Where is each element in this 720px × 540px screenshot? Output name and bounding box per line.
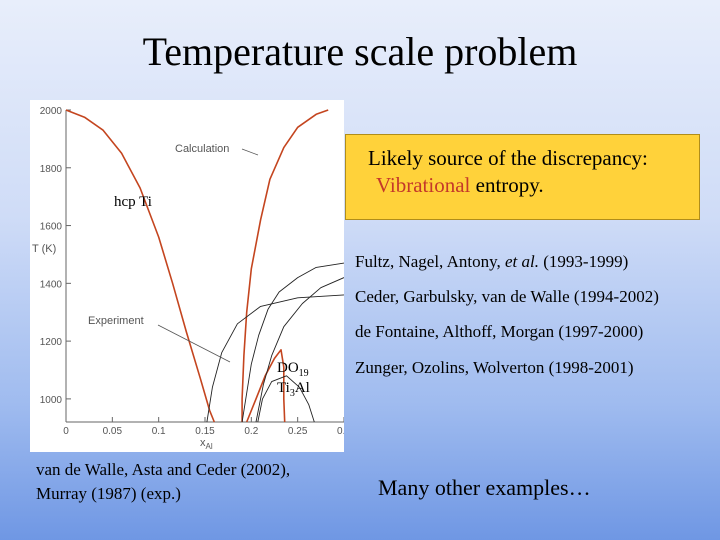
calculation-curve bbox=[245, 349, 286, 423]
x-tick-label: 0.2 bbox=[244, 426, 258, 437]
y-tick-label: 1600 bbox=[40, 222, 63, 233]
source-caption-line-2: Murray (1987) (exp.) bbox=[36, 484, 181, 503]
reference-2-years: (1994-2002) bbox=[569, 287, 659, 306]
calculation-pointer bbox=[241, 148, 259, 156]
x-axis-title-main: x bbox=[200, 437, 206, 449]
calculation-curve bbox=[65, 109, 216, 423]
y-tick-label: 1800 bbox=[40, 164, 63, 175]
experiment-curve bbox=[241, 262, 344, 423]
x-tick-label: 0.05 bbox=[103, 426, 123, 437]
y-axis-title: T (K) bbox=[32, 243, 56, 255]
callout-rest: entropy. bbox=[470, 173, 544, 197]
more-examples-text: Many other examples… bbox=[378, 475, 591, 500]
phase-diagram-chart: 00.050.10.150.20.250.3 10001200140016001… bbox=[32, 106, 344, 451]
calculation-curve bbox=[241, 109, 329, 422]
discrepancy-callout: Likely source of the discrepancy: Vibrat… bbox=[345, 134, 700, 220]
experiment-label: Experiment bbox=[88, 315, 144, 327]
x-axis-title-sub: Al bbox=[206, 442, 213, 451]
experiment-curve bbox=[255, 277, 344, 423]
ti3al-sub: 3 bbox=[290, 388, 295, 399]
x-tick-label: 0.3 bbox=[337, 426, 344, 437]
do19-sub: 19 bbox=[299, 368, 309, 379]
source-caption: van de Walle, Asta and Ceder (2002), Mur… bbox=[36, 458, 290, 506]
reference-1: Fultz, Nagel, Antony, et al. (1993-1999) bbox=[355, 252, 628, 272]
callout-highlight: Vibrational bbox=[376, 173, 471, 197]
curves bbox=[65, 109, 344, 423]
experiment-curve bbox=[257, 375, 315, 423]
calculation-label: Calculation bbox=[175, 143, 229, 155]
x-tick-label: 0.1 bbox=[152, 426, 166, 437]
y-tick-label: 2000 bbox=[40, 106, 63, 117]
y-tick-label: 1000 bbox=[40, 395, 63, 406]
callout-line-2: Vibrational entropy. bbox=[376, 173, 544, 198]
experiment-pointer bbox=[157, 324, 231, 363]
ti3al-b: Al bbox=[295, 380, 310, 396]
reference-3-years: (1997-2000) bbox=[554, 322, 644, 341]
reference-4-years: (1998-2001) bbox=[544, 358, 634, 377]
x-tick-labels: 0 0.05 0.1 0.15 0.2 0.25 0.3 bbox=[63, 426, 344, 437]
y-tick-label: 1400 bbox=[40, 279, 63, 290]
reference-2-authors: Ceder, Garbulsky, van de Walle bbox=[355, 287, 570, 306]
do19-label: DO19 bbox=[277, 360, 309, 379]
slide-title: Temperature scale problem bbox=[142, 29, 578, 74]
phase-diagram-panel: 00.050.10.150.20.250.3 10001200140016001… bbox=[30, 100, 344, 452]
reference-1-etal: et al. bbox=[505, 252, 539, 271]
reference-3: de Fontaine, Althoff, Morgan (1997-2000) bbox=[355, 322, 643, 342]
experiment-curve bbox=[206, 294, 344, 423]
hcp-ti-label: hcp Ti bbox=[114, 194, 152, 210]
reference-4-authors: Zunger, Ozolins, Wolverton bbox=[355, 358, 545, 377]
x-tick-label: 0.15 bbox=[195, 426, 215, 437]
callout-line-1: Likely source of the discrepancy: bbox=[368, 146, 648, 170]
x-axis-title: xAl bbox=[200, 437, 213, 451]
x-tick-label: 0 bbox=[63, 426, 69, 437]
ti3al-a: Ti bbox=[277, 380, 290, 396]
y-tick-labels: 1000 1200 1400 1600 1800 2000 bbox=[40, 106, 63, 406]
do19-main: DO bbox=[277, 360, 299, 376]
reference-4: Zunger, Ozolins, Wolverton (1998-2001) bbox=[355, 358, 634, 378]
reference-1-years: (1993-1999) bbox=[539, 252, 629, 271]
source-caption-line-1: van de Walle, Asta and Ceder (2002), bbox=[36, 460, 291, 479]
tick-marks bbox=[65, 109, 344, 422]
x-tick-label: 0.25 bbox=[288, 426, 308, 437]
y-tick-label: 1200 bbox=[40, 337, 63, 348]
ti3al-label: Ti3Al bbox=[277, 380, 310, 399]
reference-2: Ceder, Garbulsky, van de Walle (1994-200… bbox=[355, 287, 659, 307]
reference-1-authors: Fultz, Nagel, Antony, bbox=[355, 252, 505, 271]
reference-3-authors: de Fontaine, Althoff, Morgan bbox=[355, 322, 555, 341]
